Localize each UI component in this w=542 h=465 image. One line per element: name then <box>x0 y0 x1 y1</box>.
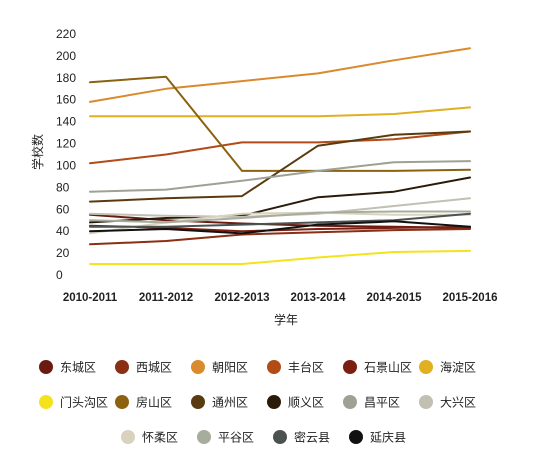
y-axis-ticks: 0 20 40 60 80 100 120 140 160 180 200 220 <box>56 27 76 282</box>
x-axis-ticks: 2010-2011 2011-2012 2012-2013 2013-2014 2014… <box>63 292 498 304</box>
series-line-11 <box>89 160 471 193</box>
legend-label: 石景山区 <box>364 361 412 375</box>
y-tick-label: 80 <box>56 180 70 194</box>
series-line-13 <box>89 211 471 235</box>
legend-swatch <box>121 430 135 444</box>
x-axis-title: 学年 <box>274 312 298 327</box>
series-lines <box>89 47 471 265</box>
series-line-16 <box>89 220 471 235</box>
legend-label: 大兴区 <box>440 396 476 410</box>
legend-label: 西城区 <box>136 361 172 375</box>
legend-swatch <box>191 395 205 409</box>
legend-label: 通州区 <box>212 396 248 410</box>
series-line-10 <box>89 176 471 224</box>
legend-label: 顺义区 <box>288 396 324 410</box>
y-tick-label: 120 <box>56 137 76 151</box>
legend-swatch <box>419 395 433 409</box>
y-tick-label: 40 <box>56 224 70 238</box>
x-tick-label: 2011-2012 <box>139 292 193 304</box>
x-tick-label: 2015-2016 <box>443 292 498 304</box>
legend-label: 海淀区 <box>440 360 476 375</box>
x-tick-label: 2010-2011 <box>63 292 118 304</box>
legend-swatch <box>343 360 357 374</box>
legend-label: 平谷区 <box>218 431 254 445</box>
legend-swatch <box>267 360 281 374</box>
legend-swatch <box>273 430 287 444</box>
legend-label: 东城区 <box>60 361 96 375</box>
series-line-3 <box>89 47 471 103</box>
legend-label: 怀柔区 <box>142 431 178 445</box>
y-tick-label: 160 <box>56 93 76 107</box>
series-line-9 <box>89 130 471 203</box>
legend-label: 丰台区 <box>288 360 324 375</box>
legend-label: 门头沟区 <box>60 395 108 410</box>
y-tick-label: 100 <box>56 158 76 172</box>
y-axis-title: 学校数 <box>30 134 45 170</box>
legend-swatch <box>349 430 363 444</box>
y-tick-label: 180 <box>56 71 76 85</box>
y-tick-label: 0 <box>56 268 63 282</box>
legend-swatch <box>343 395 357 409</box>
legend-label: 昌平区 <box>364 396 400 410</box>
y-tick-label: 20 <box>56 246 70 260</box>
legend-swatch <box>419 360 433 374</box>
legend-swatch <box>191 360 205 374</box>
legend-swatch <box>39 360 53 374</box>
legend-label: 房山区 <box>136 395 172 410</box>
y-tick-label: 140 <box>56 115 76 129</box>
legend-label: 延庆县 <box>370 431 406 445</box>
series-line-14 <box>89 210 471 224</box>
series-line-4 <box>89 130 471 165</box>
x-tick-label: 2014-2015 <box>367 292 423 304</box>
legend-swatch <box>115 395 129 409</box>
series-line-6 <box>89 106 471 118</box>
series-line-7 <box>89 249 471 265</box>
legend-label: 朝阳区 <box>212 361 248 375</box>
legend-swatch <box>267 395 281 409</box>
legend-label: 密云县 <box>294 430 330 445</box>
y-tick-label: 60 <box>56 202 70 216</box>
x-tick-label: 2013-2014 <box>291 292 347 304</box>
legend-swatch <box>197 430 211 444</box>
y-tick-label: 200 <box>56 49 76 63</box>
x-tick-label: 2012-2013 <box>215 292 270 304</box>
series-line-15 <box>89 212 471 228</box>
legend-swatch <box>115 360 129 374</box>
y-tick-label: 220 <box>56 27 76 41</box>
series-line-2 <box>89 228 471 246</box>
legend-swatch <box>39 395 53 409</box>
